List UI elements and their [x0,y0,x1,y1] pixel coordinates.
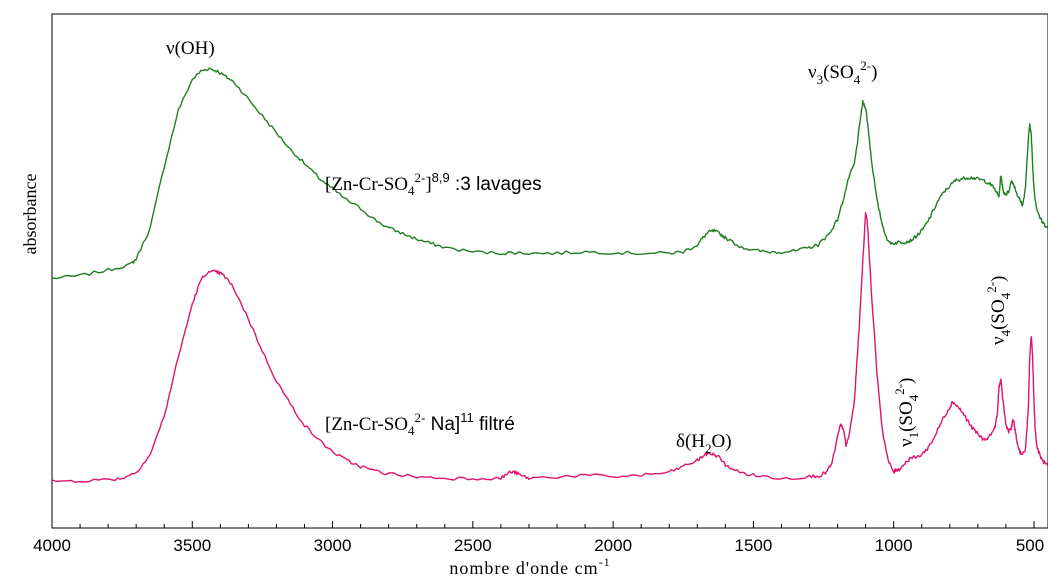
x-tick-label: 1500 [734,536,772,555]
x-axis-label: nombre d'onde cm-1 [449,555,610,578]
annotation-nu3-so4: ν3(SO42-) [808,58,877,87]
annotation-nu-oh: ν(OH) [166,38,215,59]
x-tick-label: 4000 [33,536,71,555]
x-tick-label: 3500 [173,536,211,555]
x-tick-label: 2500 [454,536,492,555]
x-tick-label: 1000 [875,536,913,555]
x-tick-label: 2000 [594,536,632,555]
x-axis-ticks: 4000 3500 3000 2500 2000 1500 1000 500 [33,521,1044,555]
annotation-nu1-so4: ν1(SO42-) [892,378,921,447]
x-tick-label: 500 [1016,536,1044,555]
annotation-nu4-so4: ν4(SO42-) [984,276,1013,345]
x-tick-label: 3000 [314,536,352,555]
annotation-delta-h2o: δ(H2O) [676,431,732,456]
series-line-lavages [51,67,1048,280]
series-label-filtre: [Zn-Cr-SO42- Na]11 filtré [325,410,515,438]
series-line-filtre [51,212,1048,483]
plot-frame [51,13,1048,529]
series-label-lavages: [Zn-Cr-SO42-]8,9 :3 lavages [325,170,542,198]
y-axis-label: absorbance [20,174,40,255]
series-layer [51,67,1048,483]
